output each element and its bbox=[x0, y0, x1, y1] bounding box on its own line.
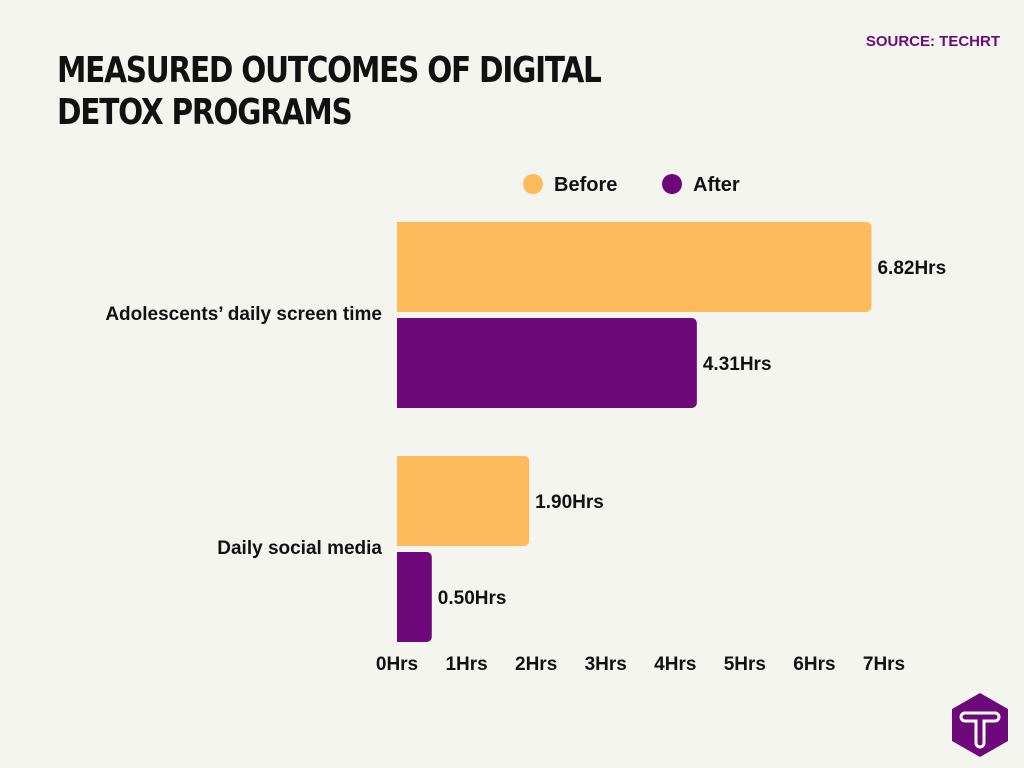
data-label: 6.82Hrs bbox=[877, 258, 946, 279]
bar-after bbox=[397, 552, 432, 642]
x-tick-label: 4Hrs bbox=[654, 654, 696, 675]
x-tick-label: 3Hrs bbox=[585, 654, 627, 675]
bar-before bbox=[397, 222, 872, 312]
bar-after bbox=[397, 318, 697, 408]
chart-title: MEASURED OUTCOMES OF DIGITAL DETOX PROGR… bbox=[57, 50, 602, 133]
legend-label-before: Before bbox=[554, 174, 617, 196]
x-tick-label: 0Hrs bbox=[376, 654, 418, 675]
source-label: SOURCE: TECHRT bbox=[865, 33, 1000, 50]
legend-marker-before bbox=[523, 174, 543, 194]
x-tick-label: 5Hrs bbox=[724, 654, 766, 675]
category-label: Adolescents’ daily screen time bbox=[105, 304, 382, 325]
data-label: 4.31Hrs bbox=[703, 354, 772, 375]
x-tick-label: 6Hrs bbox=[793, 654, 835, 675]
data-label: 1.90Hrs bbox=[535, 492, 604, 513]
x-tick-label: 2Hrs bbox=[515, 654, 557, 675]
legend-marker-after bbox=[662, 174, 682, 194]
bar-before bbox=[397, 456, 530, 546]
x-tick-label: 1Hrs bbox=[445, 654, 487, 675]
legend-label-after: After bbox=[693, 174, 740, 196]
data-label: 0.50Hrs bbox=[438, 588, 507, 609]
x-tick-label: 7Hrs bbox=[863, 654, 905, 675]
category-label: Daily social media bbox=[217, 538, 382, 559]
